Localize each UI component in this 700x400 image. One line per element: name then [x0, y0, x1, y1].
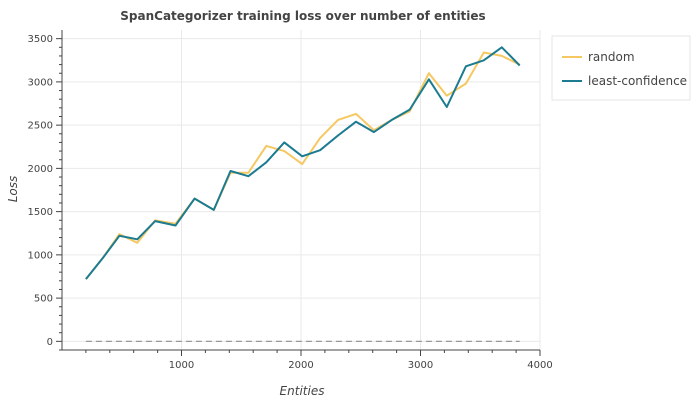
y-tick-label: 3500 [28, 34, 53, 45]
y-tick-label: 2000 [28, 164, 53, 175]
x-tick-label: 1000 [169, 360, 194, 371]
x-tick-label: 2000 [288, 360, 313, 371]
x-tick-label: 3000 [408, 360, 433, 371]
y-tick-label: 0 [47, 337, 53, 348]
series-line-least-confidence [85, 46, 521, 280]
legend-label-least-confidence: least-confidence [588, 74, 687, 88]
chart-title: SpanCategorizer training loss over numbe… [120, 9, 485, 23]
y-tick-label: 500 [34, 294, 53, 305]
legend: random least-confidence [551, 35, 691, 101]
legend-label-random: random [588, 50, 635, 64]
series-layer [85, 46, 521, 280]
x-tick-label: 4000 [527, 360, 552, 371]
grid [62, 30, 541, 350]
y-tick-label: 1000 [28, 250, 53, 261]
y-tick-label: 1500 [28, 207, 53, 218]
y-tick-label: 2500 [28, 121, 53, 132]
y-tick-label: 3000 [28, 77, 53, 88]
legend-box [551, 35, 691, 101]
x-axis-ticks: 1000 2000 3000 4000 [85, 350, 553, 371]
y-axis-label: Loss [6, 176, 20, 203]
x-axis-label: Entities [280, 384, 325, 398]
y-axis-ticks: 0 500 1000 1500 2000 2500 3000 3500 [28, 34, 62, 351]
